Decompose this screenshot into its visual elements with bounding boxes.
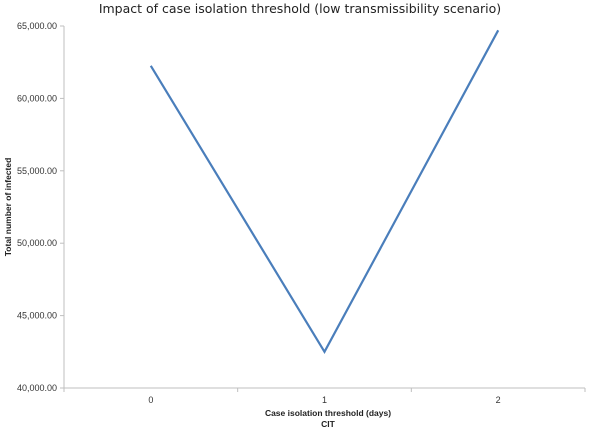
series-line [149, 29, 500, 355]
x-tick-label: 2 [496, 395, 501, 405]
x-tick-label: 0 [148, 395, 153, 405]
plot-area: 40,000.00 45,000.00 50,000.00 55,000.00 60,0… [17, 21, 586, 405]
y-tick-label: 65,000.00 [17, 21, 57, 31]
y-tick-label: 55,000.00 [17, 166, 57, 176]
chart-title: Impact of case isolation threshold (low … [99, 1, 501, 16]
y-tick-label: 40,000.00 [17, 383, 57, 393]
x-axis-title: Case isolation threshold (days) [265, 408, 391, 418]
y-axis-title: Total number of infected [3, 158, 13, 257]
y-tick-label: 60,000.00 [17, 93, 57, 103]
y-tick-label: 50,000.00 [17, 238, 57, 248]
y-tick-label: 45,000.00 [17, 311, 57, 321]
x-axis-subtitle: CIT [321, 419, 336, 429]
x-tick-label: 1 [322, 395, 327, 405]
